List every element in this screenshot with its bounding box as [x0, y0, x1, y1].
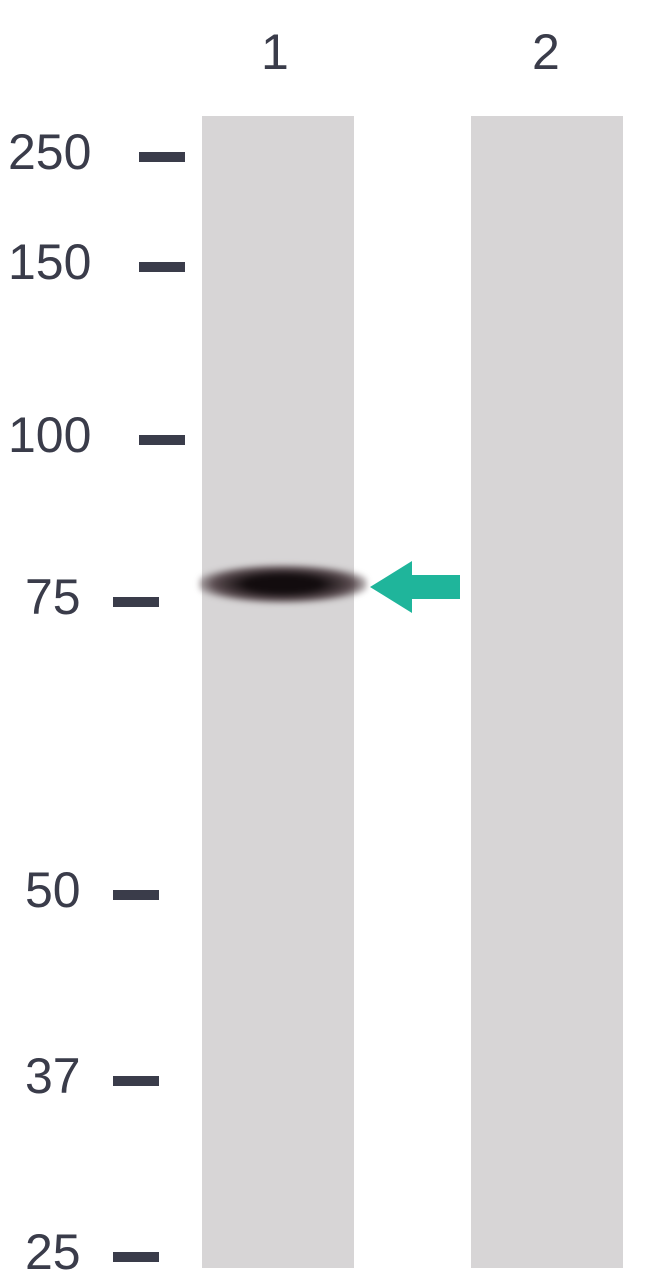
band-lane1-75kda — [199, 565, 367, 603]
mw-label-250: 250 — [8, 123, 91, 181]
lane-strip-1 — [202, 116, 354, 1268]
mw-label-150: 150 — [8, 233, 91, 291]
mw-label-37: 37 — [25, 1047, 81, 1105]
mw-tick-25 — [113, 1252, 159, 1262]
mw-tick-37 — [113, 1076, 159, 1086]
mw-label-75: 75 — [25, 568, 81, 626]
lane-strip-2 — [471, 116, 623, 1268]
mw-tick-100 — [139, 435, 185, 445]
arrow-left-icon — [370, 557, 460, 617]
lane-header-2: 2 — [532, 23, 560, 81]
mw-tick-75 — [113, 597, 159, 607]
band-indicator-arrow-icon — [370, 557, 460, 617]
lane-header-1: 1 — [261, 23, 289, 81]
mw-tick-250 — [139, 152, 185, 162]
western-blot-figure: 1 2 250 150 100 75 50 37 25 — [0, 0, 650, 1270]
mw-label-25: 25 — [25, 1223, 81, 1281]
mw-label-100: 100 — [8, 406, 91, 464]
mw-tick-50 — [113, 890, 159, 900]
mw-label-50: 50 — [25, 861, 81, 919]
mw-tick-150 — [139, 262, 185, 272]
